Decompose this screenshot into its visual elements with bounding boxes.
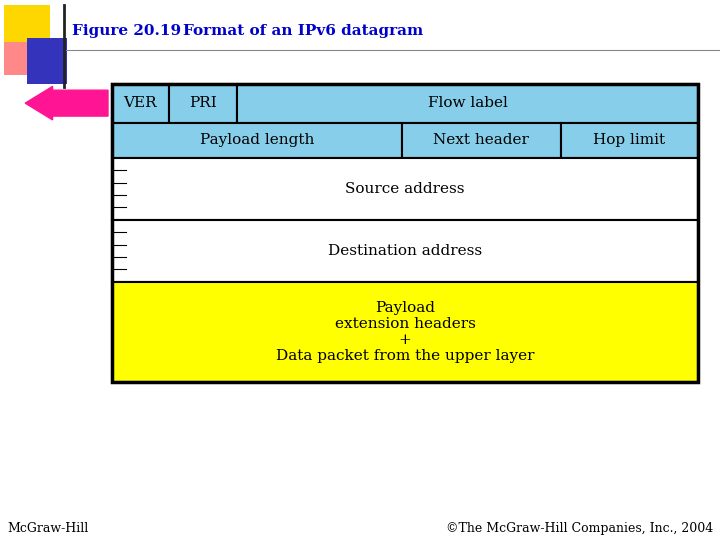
Text: Payload
extension headers
+
Data packet from the upper layer: Payload extension headers + Data packet … (276, 301, 534, 363)
Bar (4, 42, 31, 75)
Bar (112, 84, 169, 123)
Bar (169, 84, 237, 123)
Text: ©The McGraw-Hill Companies, Inc., 2004: ©The McGraw-Hill Companies, Inc., 2004 (446, 522, 713, 535)
Text: VER: VER (124, 96, 157, 110)
Bar (112, 123, 402, 158)
FancyArrow shape (25, 86, 108, 120)
Bar (4, 5, 50, 46)
Text: Format of an IPv6 datagram: Format of an IPv6 datagram (162, 24, 423, 38)
Text: Flow label: Flow label (428, 96, 508, 110)
Bar (112, 220, 698, 282)
Bar (27, 38, 67, 84)
Bar (237, 84, 698, 123)
Bar (560, 123, 698, 158)
Text: Destination address: Destination address (328, 244, 482, 258)
Text: Source address: Source address (346, 182, 464, 195)
Bar (112, 84, 698, 382)
Bar (112, 158, 698, 220)
Text: Hop limit: Hop limit (593, 133, 665, 147)
Text: PRI: PRI (189, 96, 217, 110)
Bar (112, 282, 698, 382)
Text: Figure 20.19: Figure 20.19 (72, 24, 181, 38)
Text: Payload length: Payload length (199, 133, 314, 147)
Text: McGraw-Hill: McGraw-Hill (7, 522, 89, 535)
Bar (402, 123, 560, 158)
Text: Next header: Next header (433, 133, 529, 147)
